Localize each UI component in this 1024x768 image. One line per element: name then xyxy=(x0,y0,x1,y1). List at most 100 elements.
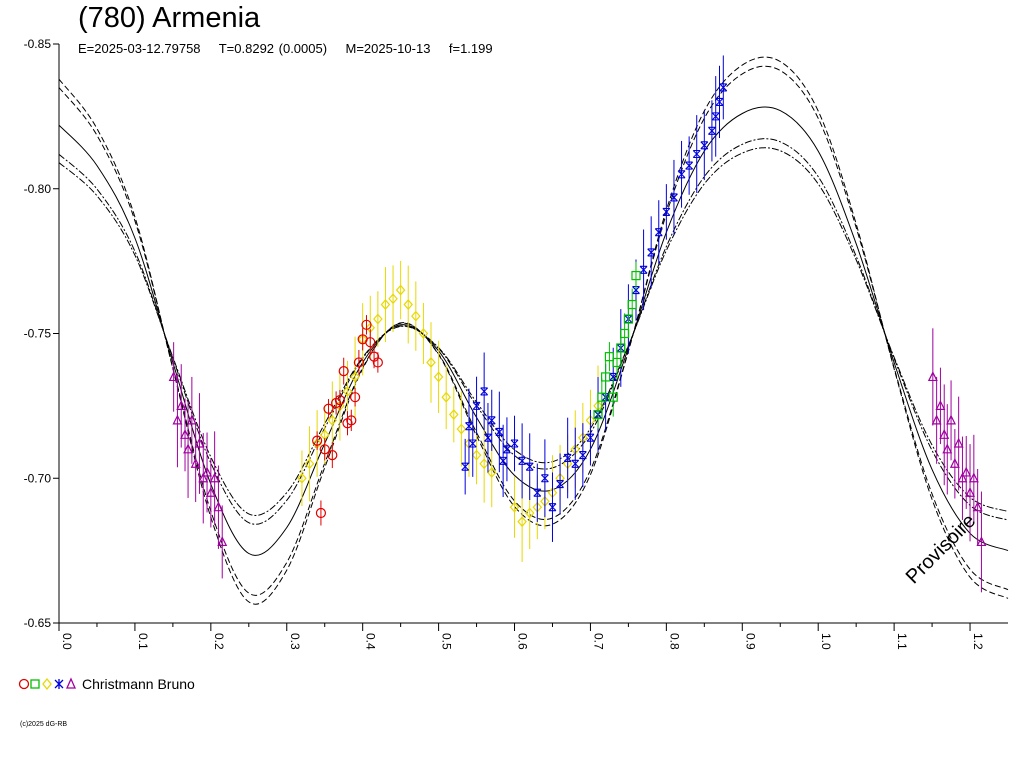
data-point xyxy=(468,439,477,448)
x-tick-label: 0.7 xyxy=(591,633,605,650)
data-point xyxy=(518,456,527,465)
x-tick-label: 0.5 xyxy=(440,633,454,650)
data-point xyxy=(486,467,497,478)
x-tick-label: 1.2 xyxy=(971,633,985,650)
data-point xyxy=(692,149,701,159)
data-point xyxy=(715,97,724,106)
data-point xyxy=(931,414,942,425)
data-point xyxy=(961,466,972,477)
legend: Christmann Bruno xyxy=(18,676,195,692)
data-point xyxy=(670,193,678,202)
chart-title: (780) Armenia xyxy=(78,2,261,34)
data-point xyxy=(662,207,671,216)
data-point xyxy=(525,462,534,471)
data-point xyxy=(976,536,987,547)
data-point xyxy=(334,394,346,406)
legend-square-marker xyxy=(30,679,40,689)
x-tick-label: 0.4 xyxy=(364,633,378,650)
data-point xyxy=(586,433,595,442)
data-point xyxy=(456,423,467,435)
data-point xyxy=(327,414,338,426)
data-point xyxy=(186,414,197,425)
y-tick-label: -0.70 xyxy=(24,471,52,485)
x-tick-label: 0.2 xyxy=(212,633,226,650)
data-point xyxy=(361,319,372,330)
data-point xyxy=(510,439,519,448)
x-tick-label: 0.3 xyxy=(288,633,302,650)
data-point xyxy=(373,313,383,325)
y-tick-label: -0.85 xyxy=(24,37,52,51)
data-point xyxy=(524,507,535,519)
data-point xyxy=(342,385,353,397)
data-point xyxy=(601,372,611,382)
data-point xyxy=(499,456,508,465)
data-point xyxy=(441,391,451,403)
data-point xyxy=(700,141,709,150)
data-point xyxy=(942,443,953,454)
data-point xyxy=(183,443,194,454)
fit-curves xyxy=(58,56,1009,605)
data-point xyxy=(609,372,618,381)
data-point xyxy=(461,462,470,471)
chart-subtitle: E=2025-03-12.79758 T=0.8292 (0.0005) M=2… xyxy=(78,41,493,56)
data-point xyxy=(388,293,398,305)
data-point xyxy=(194,437,205,448)
data-point xyxy=(677,170,686,179)
x-tick-label: 1.0 xyxy=(819,633,833,650)
series-circle xyxy=(312,315,383,526)
data-point xyxy=(380,299,391,310)
data-point xyxy=(627,299,637,310)
x-tick-label: 0.1 xyxy=(136,633,150,650)
data-point xyxy=(353,357,364,368)
data-point xyxy=(487,416,496,425)
data-point xyxy=(927,371,938,382)
data-point xyxy=(563,453,572,463)
data-point xyxy=(540,474,549,483)
data-point xyxy=(597,392,607,402)
data-point xyxy=(949,457,960,468)
data-point xyxy=(327,449,338,461)
data-point xyxy=(350,371,360,383)
data-point xyxy=(176,400,187,410)
data-point xyxy=(418,328,429,339)
data-point xyxy=(346,415,357,426)
data-point xyxy=(190,457,201,468)
data-point xyxy=(953,437,964,448)
data-point xyxy=(395,284,406,296)
fit-envelope-outer xyxy=(58,65,1009,596)
data-point xyxy=(578,451,587,460)
data-point xyxy=(338,366,349,377)
data-point xyxy=(480,387,489,396)
fit-envelope-outer-2 xyxy=(58,56,1009,605)
data-point xyxy=(939,428,950,439)
fit-envelope-inner-2 xyxy=(58,147,1009,516)
data-point xyxy=(517,516,527,528)
data-point xyxy=(172,414,183,425)
series-star xyxy=(461,55,728,542)
data-point xyxy=(411,310,421,322)
legend-symbols xyxy=(18,677,76,691)
data-point xyxy=(471,449,482,461)
series-triangle xyxy=(168,328,987,593)
legend-circle-marker xyxy=(18,678,30,690)
data-point xyxy=(472,401,481,410)
data-point xyxy=(304,458,315,470)
data-point xyxy=(685,161,694,170)
data-point xyxy=(503,445,511,454)
data-point xyxy=(631,271,641,281)
data-point xyxy=(957,472,968,483)
data-point xyxy=(479,458,489,470)
data-point xyxy=(632,286,640,295)
data-point xyxy=(349,392,361,403)
x-tick-label: 0.8 xyxy=(667,633,681,650)
data-point xyxy=(205,486,216,497)
fit-curve xyxy=(58,106,1009,556)
data-point xyxy=(209,472,220,483)
series-square xyxy=(593,261,641,429)
data-point xyxy=(323,403,334,414)
data-point xyxy=(571,459,580,468)
y-tick-label: -0.65 xyxy=(24,616,52,630)
legend-diamond-marker xyxy=(42,677,52,691)
data-point xyxy=(312,435,323,446)
